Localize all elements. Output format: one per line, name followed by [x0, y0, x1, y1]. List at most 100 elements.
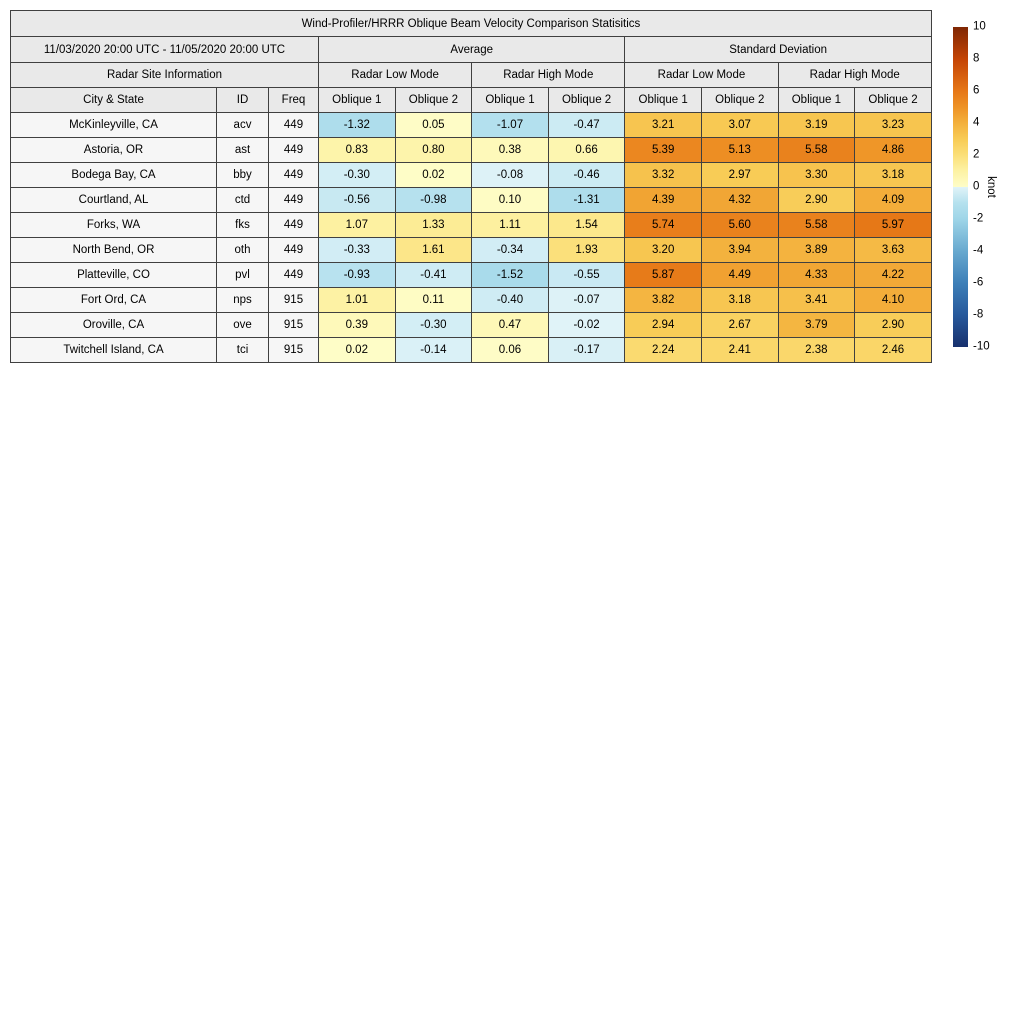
colorbar-tick: 2 — [973, 148, 980, 161]
city-cell: Oroville, CA — [10, 312, 217, 338]
value-cell: -0.47 — [547, 112, 626, 138]
value-cell: 0.83 — [318, 137, 396, 163]
value-cell: -0.93 — [318, 262, 396, 288]
colorbar-tick: 8 — [973, 52, 980, 65]
freq-cell: 915 — [268, 312, 319, 338]
value-cell: -0.40 — [471, 287, 549, 313]
value-cell: 3.82 — [624, 287, 702, 313]
avg-low-mode-header: Radar Low Mode — [317, 62, 473, 88]
id-cell: fks — [216, 212, 269, 238]
colorbar-tick: -2 — [973, 212, 984, 225]
value-cell: 3.41 — [777, 287, 856, 313]
col-header-oblique2: Oblique 2 — [854, 87, 932, 113]
value-cell: -0.33 — [318, 237, 396, 263]
date-range: 11/03/2020 20:00 UTC - 11/05/2020 20:00 … — [10, 36, 319, 63]
value-cell: -1.31 — [547, 187, 626, 213]
value-cell: -0.30 — [318, 162, 396, 188]
value-cell: 3.89 — [777, 237, 856, 263]
value-cell: 0.80 — [394, 137, 473, 163]
value-cell: 5.58 — [777, 137, 856, 163]
city-cell: Platteville, CO — [10, 262, 217, 288]
value-cell: 3.18 — [854, 162, 932, 188]
table-row: Fort Ord, CA nps 915 1.01 0.11 -0.40 -0.07 3.82… — [10, 287, 932, 313]
value-cell: 5.58 — [777, 212, 856, 238]
value-cell: 5.74 — [624, 212, 702, 238]
value-cell: -0.17 — [547, 337, 626, 363]
value-cell: 4.49 — [700, 262, 779, 288]
freq-cell: 915 — [268, 287, 319, 313]
city-cell: Forks, WA — [10, 212, 217, 238]
col-header-oblique2: Oblique 2 — [547, 87, 626, 113]
value-cell: 1.61 — [394, 237, 473, 263]
city-cell: North Bend, OR — [10, 237, 217, 263]
id-cell: acv — [216, 112, 269, 138]
id-cell: bby — [216, 162, 269, 188]
value-cell: 2.90 — [777, 187, 856, 213]
value-cell: 0.38 — [471, 137, 549, 163]
col-header-oblique1: Oblique 1 — [318, 87, 396, 113]
value-cell: -0.46 — [547, 162, 626, 188]
value-cell: 2.24 — [624, 337, 702, 363]
value-cell: 4.32 — [700, 187, 779, 213]
col-header-oblique2: Oblique 2 — [394, 87, 473, 113]
value-cell: 1.33 — [394, 212, 473, 238]
value-cell: 0.05 — [394, 112, 473, 138]
value-cell: 1.11 — [471, 212, 549, 238]
value-cell: 3.21 — [624, 112, 702, 138]
value-cell: -0.56 — [318, 187, 396, 213]
value-cell: 1.07 — [318, 212, 396, 238]
value-cell: 4.86 — [854, 137, 932, 163]
value-cell: 5.39 — [624, 137, 702, 163]
value-cell: 0.39 — [318, 312, 396, 338]
id-cell: nps — [216, 287, 269, 313]
col-header-city-state: City & State — [10, 87, 217, 113]
value-cell: -1.52 — [471, 262, 549, 288]
value-cell: 4.39 — [624, 187, 702, 213]
value-cell: 3.32 — [624, 162, 702, 188]
value-cell: 0.10 — [471, 187, 549, 213]
value-cell: 3.07 — [700, 112, 779, 138]
value-cell: 0.06 — [471, 337, 549, 363]
colorbar-unit-label: knot — [985, 176, 997, 198]
colorbar-tick: 4 — [973, 116, 980, 129]
value-cell: 3.94 — [700, 237, 779, 263]
value-cell: 5.97 — [854, 212, 932, 238]
value-cell: 5.13 — [700, 137, 779, 163]
value-cell: 3.19 — [777, 112, 856, 138]
id-cell: ast — [216, 137, 269, 163]
value-cell: 2.38 — [777, 337, 856, 363]
value-cell: 3.18 — [700, 287, 779, 313]
table-title: Wind-Profiler/HRRR Oblique Beam Velocity… — [10, 10, 932, 37]
value-cell: 0.02 — [318, 337, 396, 363]
value-cell: -1.32 — [318, 112, 396, 138]
value-cell: 0.02 — [394, 162, 473, 188]
std-low-mode-header: Radar Low Mode — [624, 62, 779, 88]
id-cell: oth — [216, 237, 269, 263]
value-cell: -0.08 — [471, 162, 549, 188]
value-cell: -0.55 — [547, 262, 626, 288]
colorbar-tick: -10 — [973, 340, 990, 353]
col-header-oblique2: Oblique 2 — [700, 87, 779, 113]
value-cell: -0.34 — [471, 237, 549, 263]
value-cell: 4.33 — [777, 262, 856, 288]
radar-site-info-header: Radar Site Information — [10, 62, 319, 88]
id-cell: ove — [216, 312, 269, 338]
table-row: North Bend, OR oth 449 -0.33 1.61 -0.34 1.93 3.… — [10, 237, 932, 263]
colorbar-tick: -8 — [973, 308, 984, 321]
freq-cell: 449 — [268, 187, 319, 213]
value-cell: 2.46 — [854, 337, 932, 363]
velocity-comparison-table: Wind-Profiler/HRRR Oblique Beam Velocity… — [10, 10, 932, 363]
table-row: Twitchell Island, CA tci 915 0.02 -0.14 0.06-… — [10, 337, 932, 363]
city-cell: Astoria, OR — [10, 137, 217, 163]
value-cell: 0.47 — [471, 312, 549, 338]
freq-cell: 915 — [268, 337, 319, 363]
freq-cell: 449 — [268, 137, 319, 163]
group-header-average: Average — [317, 36, 626, 63]
freq-cell: 449 — [268, 212, 319, 238]
value-cell: 0.11 — [394, 287, 473, 313]
value-cell: -1.07 — [471, 112, 549, 138]
value-cell: -0.07 — [547, 287, 626, 313]
value-cell: 3.23 — [854, 112, 932, 138]
value-cell: 5.60 — [700, 212, 779, 238]
